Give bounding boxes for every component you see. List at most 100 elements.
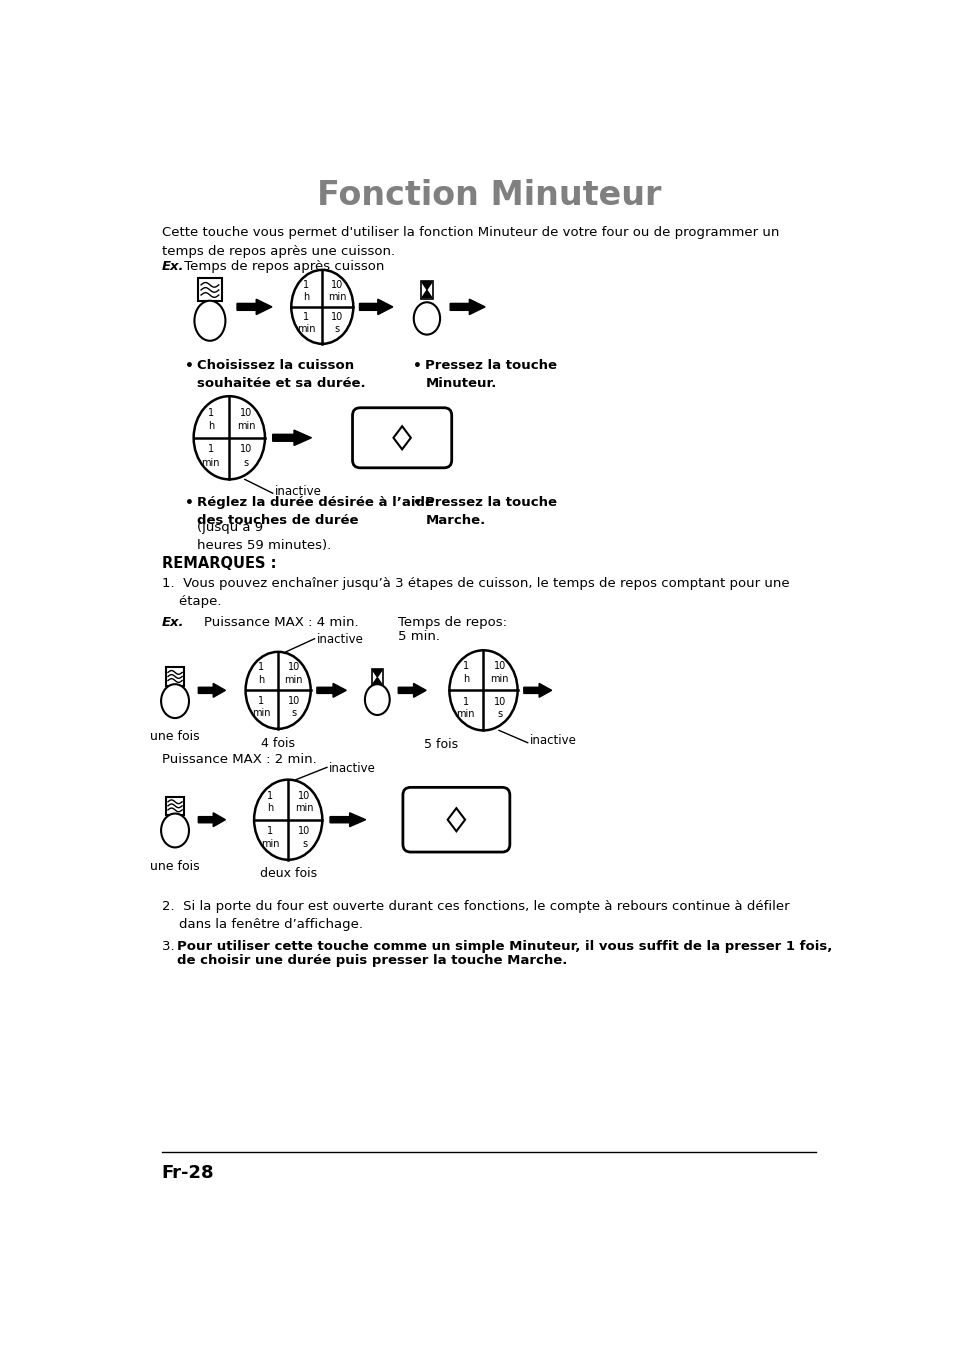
Text: s: s	[244, 458, 249, 467]
Text: Choisissez la cuisson
souhaitée et sa durée.: Choisissez la cuisson souhaitée et sa du…	[196, 359, 365, 390]
Ellipse shape	[194, 301, 225, 340]
Text: min: min	[261, 839, 279, 848]
Polygon shape	[316, 684, 346, 697]
Text: Temps de repos après cuisson: Temps de repos après cuisson	[179, 259, 384, 273]
Ellipse shape	[161, 684, 189, 719]
Text: 1: 1	[258, 662, 264, 673]
Text: Puissance MAX : 2 min.: Puissance MAX : 2 min.	[162, 754, 316, 766]
Text: 1: 1	[208, 444, 213, 454]
Text: 5 min.: 5 min.	[397, 630, 439, 643]
FancyBboxPatch shape	[372, 669, 382, 686]
Text: min: min	[456, 709, 475, 719]
Polygon shape	[330, 813, 365, 827]
Polygon shape	[373, 678, 381, 684]
Polygon shape	[373, 670, 381, 677]
FancyBboxPatch shape	[402, 788, 509, 852]
Text: inactive: inactive	[274, 485, 321, 499]
Text: de choisir une durée puis presser la touche Marche.: de choisir une durée puis presser la tou…	[177, 954, 567, 967]
Text: 1: 1	[303, 312, 309, 323]
Text: Pressez la touche
Minuteur.: Pressez la touche Minuteur.	[425, 359, 557, 390]
Text: •: •	[184, 359, 193, 373]
Text: inactive: inactive	[329, 762, 375, 774]
Text: deux fois: deux fois	[259, 867, 316, 881]
Ellipse shape	[449, 650, 517, 731]
Text: 10: 10	[298, 825, 311, 836]
FancyBboxPatch shape	[421, 281, 432, 282]
Text: 1.  Vous pouvez enchaîner jusqu’à 3 étapes de cuisson, le temps de repos comptan: 1. Vous pouvez enchaîner jusqu’à 3 étape…	[162, 577, 789, 608]
Text: h: h	[267, 804, 274, 813]
FancyBboxPatch shape	[353, 408, 452, 467]
Text: (jusqu’à 9
heures 59 minutes).: (jusqu’à 9 heures 59 minutes).	[196, 521, 331, 553]
Text: REMARQUES :: REMARQUES :	[162, 555, 276, 570]
Text: Ex.: Ex.	[162, 616, 184, 628]
Text: 10: 10	[331, 312, 343, 323]
Polygon shape	[421, 282, 432, 289]
Text: 10: 10	[287, 696, 299, 707]
Text: 2.  Si la porte du four est ouverte durant ces fonctions, le compte à rebours co: 2. Si la porte du four est ouverte duran…	[162, 900, 789, 931]
Text: 10: 10	[240, 408, 253, 417]
Text: Cette touche vous permet d'utiliser la fonction Minuteur de votre four ou de pro: Cette touche vous permet d'utiliser la f…	[162, 226, 779, 258]
Ellipse shape	[245, 651, 311, 728]
Text: •: •	[413, 359, 421, 373]
Text: 10: 10	[494, 697, 505, 707]
Text: min: min	[296, 324, 315, 334]
Text: h: h	[303, 292, 309, 301]
Text: min: min	[237, 422, 255, 431]
Text: Temps de repos:: Temps de repos:	[397, 616, 507, 628]
Text: min: min	[252, 708, 270, 719]
Polygon shape	[421, 290, 432, 297]
Text: 1: 1	[462, 662, 468, 671]
Text: inactive: inactive	[530, 734, 577, 747]
Text: s: s	[291, 708, 296, 719]
Text: Fonction Minuteur: Fonction Minuteur	[316, 178, 660, 212]
Text: 10: 10	[494, 662, 505, 671]
Text: 1: 1	[303, 280, 309, 289]
Text: 1: 1	[267, 790, 274, 801]
Text: 10: 10	[287, 662, 299, 673]
Polygon shape	[273, 430, 311, 446]
Text: Ex.: Ex.	[162, 259, 184, 273]
Text: 4 fois: 4 fois	[261, 736, 294, 750]
Text: •: •	[184, 496, 193, 509]
Ellipse shape	[414, 303, 439, 335]
Polygon shape	[393, 426, 411, 450]
Text: Puissance MAX : 4 min.: Puissance MAX : 4 min.	[204, 616, 358, 628]
Polygon shape	[447, 808, 465, 831]
Text: 10: 10	[298, 790, 311, 801]
Ellipse shape	[291, 270, 353, 345]
Text: min: min	[295, 804, 314, 813]
Text: min: min	[201, 458, 220, 467]
FancyBboxPatch shape	[372, 669, 382, 671]
Text: min: min	[328, 292, 346, 301]
Text: s: s	[335, 324, 339, 334]
Text: h: h	[258, 674, 264, 685]
FancyBboxPatch shape	[166, 667, 184, 686]
Text: 1: 1	[462, 697, 468, 707]
Text: s: s	[302, 839, 307, 848]
Text: •: •	[413, 496, 421, 509]
Polygon shape	[523, 684, 551, 697]
Ellipse shape	[161, 813, 189, 847]
Text: min: min	[284, 674, 303, 685]
Ellipse shape	[193, 396, 265, 480]
Polygon shape	[236, 299, 272, 315]
Text: 1: 1	[258, 696, 264, 707]
Polygon shape	[198, 684, 225, 697]
Text: 3.: 3.	[162, 940, 183, 952]
FancyBboxPatch shape	[198, 278, 221, 301]
Text: 1: 1	[208, 408, 213, 417]
Text: min: min	[490, 674, 509, 684]
Text: une fois: une fois	[150, 731, 199, 743]
Polygon shape	[450, 299, 484, 315]
FancyBboxPatch shape	[166, 797, 184, 815]
Ellipse shape	[365, 684, 390, 715]
Text: Fr-28: Fr-28	[162, 1165, 214, 1182]
Text: h: h	[208, 422, 213, 431]
Polygon shape	[198, 813, 225, 827]
Text: h: h	[462, 674, 469, 684]
Text: 10: 10	[240, 444, 253, 454]
Text: Pressez la touche
Marche.: Pressez la touche Marche.	[425, 496, 557, 527]
Text: 5 fois: 5 fois	[423, 738, 457, 751]
Ellipse shape	[253, 780, 322, 859]
Polygon shape	[359, 299, 393, 315]
